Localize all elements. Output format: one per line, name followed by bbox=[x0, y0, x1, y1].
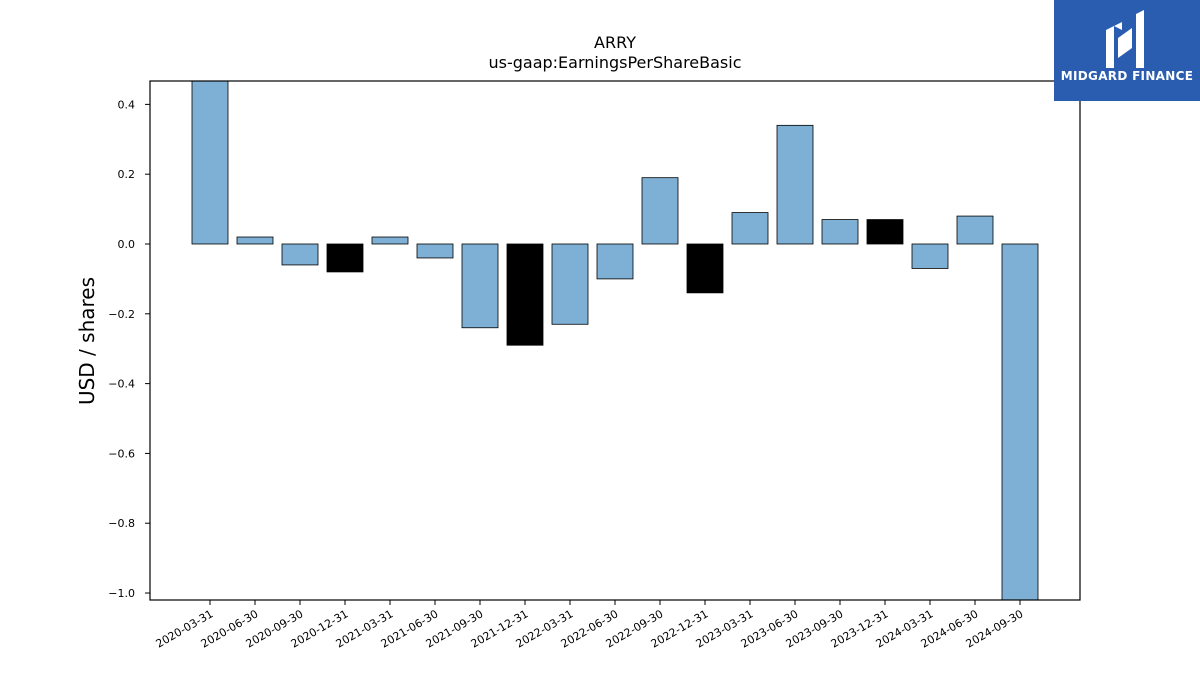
logo-text: MIDGARD FINANCE bbox=[1060, 69, 1194, 83]
bar-2021-12-31 bbox=[506, 243, 544, 346]
midgard-logo-icon bbox=[1106, 10, 1144, 68]
brand-logo: MIDGARD FINANCE bbox=[1054, 0, 1200, 101]
y-tick-label: −0.4 bbox=[108, 378, 135, 391]
bar-2021-06-30 bbox=[416, 243, 454, 259]
chart-title: ARRY bbox=[594, 33, 636, 52]
bar-2023-03-31 bbox=[731, 212, 769, 245]
bar-2024-06-30 bbox=[956, 215, 994, 245]
y-tick-label: 0.0 bbox=[118, 238, 136, 251]
y-tick-label: −0.8 bbox=[108, 517, 135, 530]
bar-2021-09-30 bbox=[461, 243, 499, 329]
bar-2022-12-31 bbox=[686, 243, 724, 294]
bar-2022-06-30 bbox=[596, 243, 634, 280]
plot-frame bbox=[149, 80, 1081, 601]
bar-2020-06-30 bbox=[236, 236, 274, 245]
y-tick-label: 0.2 bbox=[118, 168, 136, 181]
chart-subtitle: us-gaap:EarningsPerShareBasic bbox=[488, 53, 742, 72]
bar-2023-12-31 bbox=[866, 219, 904, 245]
bar-2023-06-30 bbox=[776, 124, 814, 245]
y-tick-label: −1.0 bbox=[108, 587, 135, 600]
bar-2022-03-31 bbox=[551, 243, 589, 325]
y-tick-label: 0.4 bbox=[118, 98, 136, 111]
y-tick-label: −0.6 bbox=[108, 447, 135, 460]
bar-2024-09-30 bbox=[1001, 243, 1039, 600]
bar-2022-09-30 bbox=[641, 177, 679, 245]
y-axis-label: USD / shares bbox=[75, 277, 99, 405]
bar-2020-12-31 bbox=[326, 243, 364, 273]
bar-2020-03-31 bbox=[191, 81, 229, 245]
bar-2023-09-30 bbox=[821, 219, 859, 245]
bar-2021-03-31 bbox=[371, 236, 409, 245]
bar-2024-03-31 bbox=[911, 243, 949, 269]
y-tick-label: −0.2 bbox=[108, 308, 135, 321]
bar-2020-09-30 bbox=[281, 243, 319, 266]
